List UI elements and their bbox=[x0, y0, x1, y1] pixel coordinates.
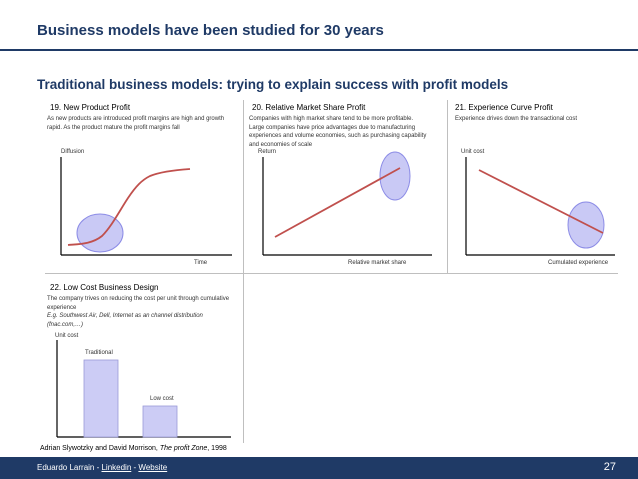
bar-label-low-cost: Low cost bbox=[150, 396, 174, 402]
slide-title: Business models have been studied for 30… bbox=[37, 22, 384, 39]
panel-22-ylabel: Unit cost bbox=[55, 333, 79, 339]
panel-19-s-curve bbox=[67, 168, 191, 246]
citation-authors: Adrian Slywotzky and David Morrison, bbox=[40, 445, 160, 452]
panel-row-separator bbox=[45, 273, 618, 274]
footer-bar bbox=[0, 457, 638, 479]
bar-traditional bbox=[83, 359, 119, 438]
page-number: 27 bbox=[603, 461, 616, 473]
panel-21-title: 21. Experience Curve Profit bbox=[455, 103, 553, 112]
panel-19-ylabel: Diffusion bbox=[61, 149, 85, 155]
slide-subtitle: Traditional business models: trying to e… bbox=[37, 77, 509, 92]
panel-21-xlabel: Cumulated experience bbox=[548, 260, 609, 266]
panel-19-title: 19. New Product Profit bbox=[50, 103, 131, 112]
panel-20-title: 20. Relative Market Share Profit bbox=[252, 103, 366, 112]
citation-year: , 1998 bbox=[207, 445, 227, 452]
panel-20-graph bbox=[262, 151, 432, 256]
footer-separator: - bbox=[94, 463, 102, 472]
website-link[interactable]: Website bbox=[138, 463, 168, 472]
footer-author: Eduardo Larrain bbox=[37, 463, 95, 472]
panel-22-title: 22. Low Cost Business Design bbox=[50, 283, 159, 292]
panel-22-example: E.g. Southwest Air, Dell, Internet as an… bbox=[47, 313, 203, 328]
panel-separator-3 bbox=[243, 273, 244, 443]
panel-20-xlabel: Relative market share bbox=[348, 260, 407, 266]
panel-separator-2 bbox=[447, 100, 448, 273]
footer-separator: - bbox=[131, 463, 139, 472]
panel-20-line bbox=[274, 167, 401, 238]
panel-21-ylabel: Unit cost bbox=[461, 149, 485, 155]
panel-19-xlabel: Time bbox=[194, 260, 208, 266]
panel-20-highlight bbox=[379, 151, 411, 201]
linkedin-link[interactable]: Linkedin bbox=[101, 463, 132, 472]
footer-credits: Eduardo Larrain - Linkedin - Website bbox=[37, 463, 167, 472]
title-rule bbox=[0, 49, 638, 51]
panel-21-description: Experience drives down the transactional… bbox=[455, 116, 578, 122]
panel-22-graph bbox=[56, 340, 231, 438]
panel-21-graph bbox=[465, 157, 615, 256]
panel-22-description: The company trives on reducing the cost … bbox=[47, 296, 230, 311]
panel-20-description: Companies with high market share tend to… bbox=[249, 116, 427, 148]
citation: Adrian Slywotzky and David Morrison, The… bbox=[40, 445, 227, 452]
panel-20-ylabel: Return bbox=[258, 149, 277, 155]
panel-19-highlight bbox=[76, 213, 124, 253]
panel-19-description: As new products are introduced profit ma… bbox=[47, 116, 225, 131]
citation-book: The profit Zone bbox=[159, 445, 208, 452]
panel-19-graph bbox=[60, 157, 232, 256]
panel-separator-1 bbox=[243, 100, 244, 273]
bar-low-cost bbox=[142, 405, 178, 438]
bar-label-traditional: Traditional bbox=[85, 350, 113, 356]
panel-21-line bbox=[478, 169, 604, 234]
